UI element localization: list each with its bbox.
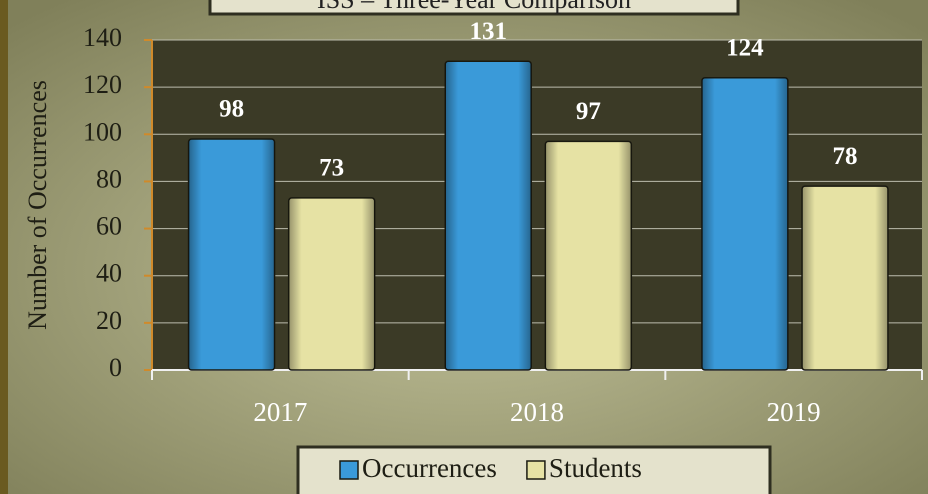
data-label: 131 [469,18,507,45]
legend-swatch [526,460,546,480]
legend-label: Students [549,453,642,483]
y-tick-label: 120 [83,70,122,99]
chart-title: ISS – Three-Year Comparison [317,0,631,14]
bar-shade [545,141,632,370]
data-label: 124 [726,34,764,61]
y-axis-label: Number of Occurrences [23,80,52,330]
x-tick-label: 2019 [767,397,821,427]
data-label: 98 [219,96,244,123]
data-label: 78 [833,143,858,170]
bar-shade [701,77,788,370]
bar-shade [802,186,888,370]
data-label: 97 [576,98,601,125]
bar-shade [288,197,375,370]
legend-swatch [339,460,359,480]
y-tick-label: 40 [96,259,122,288]
y-tick-label: 20 [96,306,122,335]
y-tick-label: 0 [109,353,122,382]
y-tick-label: 60 [96,212,122,241]
y-tick-label: 140 [83,23,122,52]
y-tick-label: 100 [83,117,122,146]
legend-label: Occurrences [362,453,497,483]
plot-area [152,40,922,370]
y-tick-label: 80 [96,164,122,193]
data-label: 73 [319,155,344,182]
x-tick-label: 2017 [253,397,307,427]
bar-shade [445,61,532,370]
bar-shade [188,139,275,370]
left-edge [0,0,8,494]
title-box [208,0,740,16]
x-tick-label: 2018 [510,397,564,427]
